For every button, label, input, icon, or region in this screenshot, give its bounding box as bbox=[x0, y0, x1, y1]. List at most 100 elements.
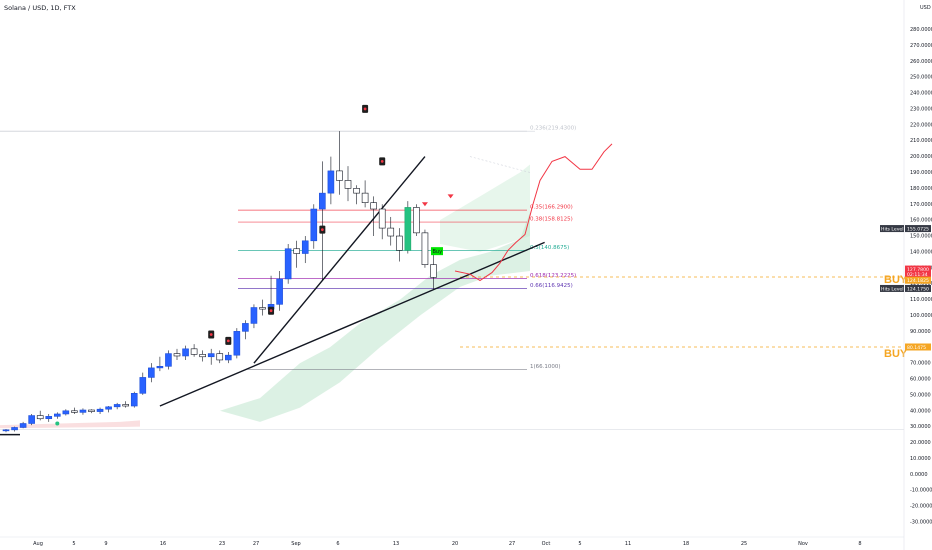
y-tick-label: 0.0000 bbox=[910, 472, 928, 478]
x-tick-label: 8 bbox=[858, 541, 861, 547]
candle bbox=[421, 232, 429, 265]
trendline-lower bbox=[159, 241, 545, 407]
candle bbox=[353, 188, 360, 194]
trend-lines bbox=[0, 156, 545, 436]
signal-dot bbox=[226, 339, 230, 343]
x-tick-label: Nov bbox=[798, 541, 808, 547]
y-tick-label: 250.0000 bbox=[910, 75, 932, 81]
x-tick-label: 23 bbox=[219, 541, 225, 547]
candle bbox=[430, 264, 437, 278]
fib-label-0: 0.236(219.4300) bbox=[530, 126, 576, 132]
candle bbox=[344, 180, 352, 189]
candle bbox=[404, 207, 412, 251]
time-axis[interactable]: Aug 5 9 16 23 27 Sep 6 13 20 27 Oct 5 11 18 25 Nov 8 bbox=[0, 536, 904, 547]
candle bbox=[276, 278, 283, 305]
x-tick-label: 5 bbox=[578, 541, 581, 547]
y-tick-label: 110.0000 bbox=[910, 297, 932, 303]
price-tag-value: 02:11:34 bbox=[907, 272, 928, 278]
projection-dotted bbox=[469, 156, 531, 173]
price-tag-bg bbox=[905, 284, 931, 292]
candle bbox=[62, 410, 70, 415]
candle bbox=[113, 404, 121, 408]
candle bbox=[2, 429, 10, 432]
candle bbox=[79, 409, 87, 413]
candle bbox=[11, 427, 18, 431]
forecast-path bbox=[454, 143, 613, 282]
y-tick-label: 140.0000 bbox=[910, 249, 932, 255]
price-tag-bg bbox=[905, 276, 931, 284]
price-tag-value: 155.0725 bbox=[907, 226, 929, 232]
price-tag-bg bbox=[905, 343, 931, 351]
buy-label-0: BUY bbox=[884, 274, 908, 286]
y-tick-label: 160.0000 bbox=[910, 218, 932, 224]
candle bbox=[225, 354, 232, 361]
candle bbox=[28, 415, 35, 424]
y-tick-label: 170.0000 bbox=[910, 202, 932, 208]
price-tag-bg bbox=[905, 270, 931, 278]
price-tag-label-bg bbox=[880, 225, 904, 233]
candle bbox=[88, 409, 95, 412]
x-tick-label: 11 bbox=[625, 541, 631, 547]
price-axis[interactable]: USD 280.0000 270.0000 260.0000 250.0000 240.0… bbox=[903, 0, 932, 550]
fibonacci-levels: 0.236(219.4300) 0.35(166.2900) 0.38(158.81… bbox=[0, 126, 908, 370]
candle bbox=[130, 393, 138, 407]
ichimoku-cloud bbox=[0, 164, 530, 429]
fib-label-4: 0.618(123.2225) bbox=[530, 273, 576, 279]
candle bbox=[395, 235, 403, 251]
candle bbox=[259, 307, 266, 310]
x-tick-label: 25 bbox=[741, 541, 747, 547]
y-tick-label: 120.0000 bbox=[910, 281, 932, 287]
y-tick-label: -20.0000 bbox=[910, 504, 932, 510]
price-tag-label: Hits Level 1 bbox=[881, 226, 908, 232]
candle bbox=[53, 413, 61, 417]
fib-label-6: 1(66.1000) bbox=[530, 364, 561, 370]
buy-dot bbox=[55, 421, 60, 426]
candle bbox=[139, 377, 147, 394]
signal-dot bbox=[269, 309, 273, 313]
price-tags: Hits Level 1 155.0725127.780002:11:34124.… bbox=[880, 225, 931, 351]
candle bbox=[250, 307, 258, 324]
candle bbox=[71, 410, 78, 413]
candle bbox=[370, 202, 377, 210]
forecast-line bbox=[454, 143, 613, 282]
y-tick-label: 200.0000 bbox=[910, 154, 932, 160]
y-tick-label: 30.0000 bbox=[910, 424, 931, 430]
candle bbox=[216, 353, 224, 361]
price-tag-bg bbox=[905, 265, 931, 273]
candle bbox=[173, 353, 181, 357]
x-tick-label: 13 bbox=[393, 541, 399, 547]
y-tick-label: 100.0000 bbox=[910, 313, 932, 319]
fib-label-1: 0.35(166.2900) bbox=[530, 205, 573, 211]
y-tick-label: 190.0000 bbox=[910, 170, 932, 176]
y-tick-label: 50.0000 bbox=[910, 392, 931, 398]
cloud-green-upper bbox=[440, 164, 530, 252]
signal-dot bbox=[380, 159, 384, 163]
trendline-steep bbox=[253, 156, 426, 364]
sell-arrow bbox=[447, 194, 454, 199]
x-tick-label: 6 bbox=[336, 541, 339, 547]
candle bbox=[319, 192, 326, 210]
buy-label-1: BUY bbox=[884, 348, 908, 360]
y-tick-label: 180.0000 bbox=[910, 186, 932, 192]
price-tag-value: 127.7800 bbox=[907, 267, 929, 273]
x-tick-label: Sep bbox=[291, 541, 300, 547]
x-tick-label: 18 bbox=[683, 541, 689, 547]
price-tag-value: 80.1475 bbox=[907, 345, 926, 351]
x-tick-label: 9 bbox=[104, 541, 107, 547]
signal-dot bbox=[320, 228, 324, 232]
y-tick-label: 270.0000 bbox=[910, 43, 932, 49]
candle bbox=[413, 207, 420, 234]
candle bbox=[387, 227, 395, 237]
chart-title: Solana / USD, 1D, FTX bbox=[4, 4, 76, 12]
signal-markers: Buy bbox=[55, 104, 454, 426]
x-tick-label: 5 bbox=[72, 541, 75, 547]
y-tick-label: 70.0000 bbox=[910, 361, 931, 367]
x-tick-label: 27 bbox=[509, 541, 515, 547]
candle bbox=[327, 170, 335, 194]
candle bbox=[301, 240, 309, 254]
candle bbox=[293, 248, 301, 254]
x-tick-label: 16 bbox=[160, 541, 166, 547]
sell-arrow bbox=[421, 202, 428, 207]
candle bbox=[378, 208, 386, 229]
